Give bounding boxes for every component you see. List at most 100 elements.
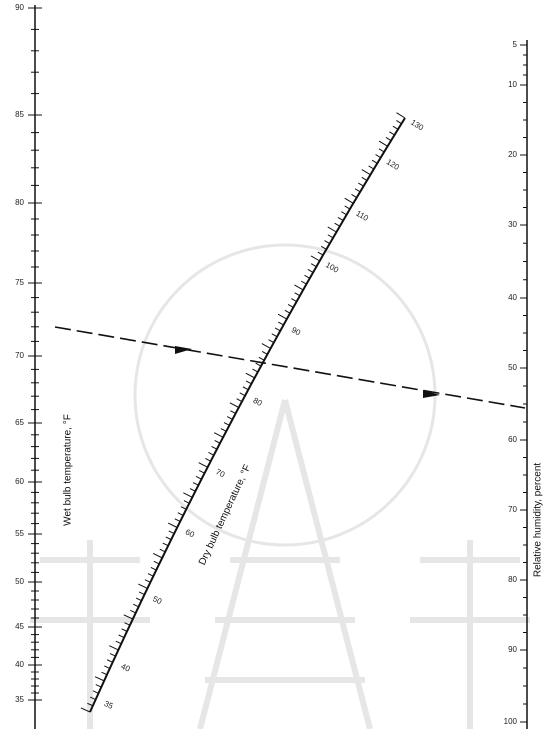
minor-tick [159, 548, 166, 553]
minor-tick [198, 470, 205, 474]
tick-label: 30 [508, 220, 517, 229]
minor-tick [89, 696, 96, 700]
reading-line [54, 326, 526, 409]
minor-tick [252, 368, 259, 373]
minor-tick [317, 251, 324, 256]
minor-tick [198, 462, 208, 468]
minor-tick [124, 622, 131, 626]
minor-tick [189, 488, 196, 492]
tick-label: 70 [508, 505, 517, 514]
tick-label: 90 [290, 325, 303, 337]
minor-tick [245, 380, 252, 385]
tick-label: 120 [385, 157, 402, 172]
minor-tick [354, 188, 361, 193]
minor-tick [327, 226, 337, 233]
tick-label: 60 [15, 477, 24, 486]
minor-tick [268, 339, 275, 343]
minor-tick [261, 350, 268, 355]
minor-tick [104, 665, 110, 669]
tick-label: 70 [214, 467, 227, 479]
tick-label: 40 [120, 662, 132, 674]
tick-label: 10 [508, 80, 517, 89]
arrow [175, 346, 192, 354]
tick-label: 70 [15, 351, 24, 360]
tick-label: 50 [151, 594, 163, 606]
minor-tick [101, 671, 108, 676]
minor-tick [123, 614, 134, 620]
tick-label: 5 [513, 40, 518, 49]
minor-tick [92, 690, 99, 694]
minor-tick [294, 292, 301, 297]
minor-tick [341, 211, 347, 216]
minor-tick [242, 386, 249, 391]
tick-label: 75 [15, 278, 24, 287]
minor-tick [138, 591, 145, 595]
tick-label: 35 [103, 699, 115, 711]
minor-tick [177, 512, 184, 516]
minor-tick [153, 560, 160, 565]
tick-label: 80 [508, 575, 517, 584]
minor-tick [344, 205, 351, 210]
minor-tick [121, 628, 128, 632]
minor-tick [192, 482, 199, 486]
minor-tick [378, 148, 385, 153]
minor-tick [337, 217, 344, 221]
minor-tick [361, 176, 368, 181]
minor-tick [277, 313, 288, 320]
minor-tick [258, 356, 265, 361]
minor-tick [162, 542, 169, 547]
minor-tick [174, 518, 181, 522]
minor-tick [183, 500, 190, 504]
tick-label: 130 [409, 118, 426, 133]
minor-tick [261, 343, 271, 349]
minor-tick [109, 645, 119, 651]
arrow [423, 390, 440, 398]
minor-tick [195, 476, 202, 480]
tick-label: 60 [184, 527, 196, 539]
tick-label: 60 [508, 435, 517, 444]
tick-label: 100 [324, 260, 341, 275]
minor-tick [106, 659, 113, 663]
tick-label: 50 [508, 363, 517, 372]
minor-tick [274, 327, 281, 332]
minor-tick [167, 522, 178, 528]
minor-tick [392, 125, 399, 130]
minor-tick [211, 446, 218, 450]
minor-tick [287, 304, 294, 308]
minor-tick [368, 165, 375, 170]
tick-label: 20 [508, 150, 517, 159]
minor-tick [320, 245, 327, 250]
minor-tick [147, 573, 154, 577]
minor-tick [220, 428, 227, 432]
minor-tick [334, 222, 341, 227]
minor-tick [115, 640, 122, 645]
minor-tick [358, 182, 364, 187]
minor-tick [223, 422, 230, 426]
minor-tick [165, 536, 172, 541]
minor-tick [375, 154, 381, 159]
tick-label: 90 [508, 645, 517, 654]
minor-tick [208, 452, 215, 456]
minor-tick [385, 137, 392, 142]
minor-tick [144, 579, 151, 583]
minor-tick [304, 274, 310, 279]
tick-label: 90 [15, 3, 24, 12]
minor-tick [230, 410, 236, 414]
minor-tick [132, 603, 139, 608]
minor-tick [371, 159, 378, 164]
tick-label: 55 [15, 529, 24, 538]
minor-tick [300, 280, 307, 285]
minor-tick [310, 255, 320, 262]
minor-tick [327, 234, 334, 239]
minor-tick [361, 169, 371, 176]
minor-tick [226, 416, 233, 420]
minor-tick [278, 321, 284, 326]
minor-tick [135, 597, 142, 602]
humidity-title: Relative humidity, percent [533, 463, 544, 578]
tick-label: 35 [15, 695, 24, 704]
minor-tick [183, 492, 193, 498]
minor-tick [229, 402, 239, 408]
minor-tick [245, 372, 255, 379]
minor-tick [109, 653, 116, 657]
